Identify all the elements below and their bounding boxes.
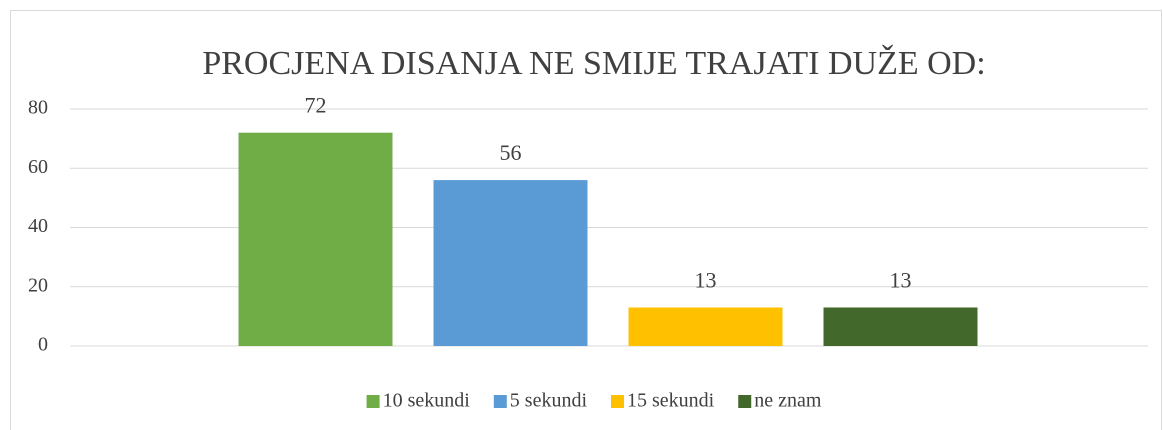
bar bbox=[823, 307, 978, 346]
data-label: 56 bbox=[500, 140, 522, 165]
y-tick-label: 40 bbox=[28, 215, 48, 237]
legend-swatch bbox=[366, 395, 380, 408]
y-tick-label: 60 bbox=[28, 156, 48, 178]
legend-label: 10 sekundi bbox=[383, 390, 471, 412]
y-tick-label: 80 bbox=[28, 97, 48, 119]
legend-swatch bbox=[493, 395, 507, 408]
chart-title: PROCJENA DISANJA NE SMIJE TRAJATI DUŽE O… bbox=[202, 45, 985, 82]
bar bbox=[433, 180, 588, 346]
legend-swatch bbox=[611, 395, 625, 408]
data-label: 13 bbox=[890, 268, 912, 293]
legend-swatch bbox=[738, 395, 752, 408]
y-tick-label: 20 bbox=[28, 274, 48, 296]
data-label: 72 bbox=[305, 93, 327, 118]
legend-label: ne znam bbox=[754, 390, 822, 412]
legend-label: 15 sekundi bbox=[627, 390, 715, 412]
bar bbox=[628, 307, 783, 346]
bar bbox=[238, 132, 393, 346]
data-label: 13 bbox=[695, 268, 717, 293]
y-tick-label: 0 bbox=[38, 334, 48, 356]
legend-label: 5 sekundi bbox=[510, 390, 588, 412]
